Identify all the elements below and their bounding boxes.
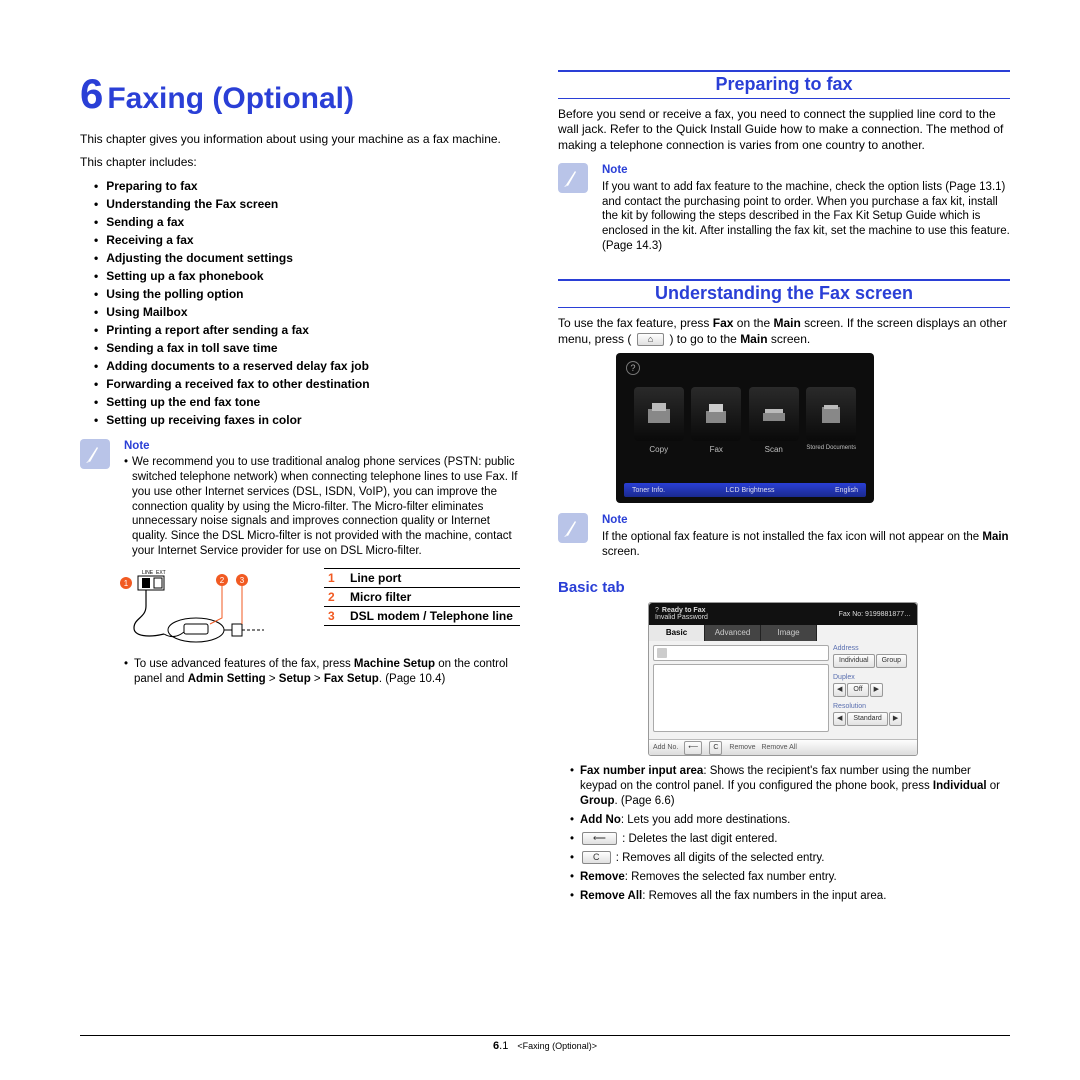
list-item: Fax number input area: Shows the recipie… [570,764,1010,809]
chapter-name: Faxing (Optional) [107,82,354,115]
stored-docs-icon [806,387,856,441]
add-no-button: Add No. [653,744,678,751]
home-icon: ⌂ [637,333,664,346]
backspace-icon: ⟵ [582,832,617,845]
toner-info: Toner Info. [632,487,665,494]
chapter-title: 6Faxing (Optional) [80,70,520,118]
includes-label: This chapter includes: [80,155,520,170]
tab-basic: Basic [649,625,705,641]
legend-idx: 3 [324,607,346,626]
note-icon [558,163,588,193]
toc-item[interactable]: Setting up the end fax tone [80,393,520,411]
chapter-number: 6 [80,70,103,117]
note-label: Note [602,513,1010,528]
group-button: Group [876,654,907,668]
note-body: If the optional fax feature is not insta… [602,530,1010,559]
note-body: If you want to add fax feature to the ma… [602,180,1010,254]
footer-chapter: <Faxing (Optional)> [517,1041,597,1051]
back-button: ⟵ [684,741,702,755]
lcd-brightness: LCD Brightness [726,487,775,494]
list-item: Add No: Lets you add more destinations. [570,813,1010,828]
note-label: Note [124,439,520,454]
svg-text:LINE: LINE [142,570,154,576]
svg-text:EXT: EXT [156,570,166,576]
remove-button: Remove [729,744,755,751]
intro-paragraph: This chapter gives you information about… [80,132,520,147]
note-label: Note [602,163,1010,178]
clear-icon: C [582,851,611,864]
basic-tab-screenshot: ?Ready to FaxInvalid Password Fax No: 91… [648,602,1010,756]
list-item: ⟵ : Deletes the last digit entered. [570,832,1010,847]
advanced-hint: To use advanced features of the fax, pre… [124,657,520,687]
note-block: Note • We recommend you to use tradition… [80,439,520,559]
fax-number-input [653,645,829,661]
chapter-toc: Preparing to fax Understanding the Fax s… [80,177,520,429]
list-item: Remove: Removes the selected fax number … [570,870,1010,885]
basic-tab-bullets: Fax number input area: Shows the recipie… [570,764,1010,904]
help-icon: ? [626,361,640,375]
list-item: Remove All: Removes all the fax numbers … [570,889,1010,904]
page-minor: .1 [499,1040,508,1052]
scan-icon [749,387,799,441]
toc-item[interactable]: Adjusting the document settings [80,249,520,267]
individual-button: Individual [833,654,875,668]
section-heading-understanding: Understanding the Fax screen [558,279,1010,308]
preparing-body: Before you send or receive a fax, you ne… [558,107,1010,153]
legend-label: DSL modem / Telephone line [346,607,520,626]
section-heading-preparing: Preparing to fax [558,70,1010,99]
legend-label: Line port [346,569,520,588]
subheading-basic-tab: Basic tab [558,579,1010,596]
fax-number-list [653,664,829,732]
clear-button: C [709,741,722,755]
toc-item[interactable]: Using Mailbox [80,303,520,321]
list-item: C : Removes all digits of the selected e… [570,851,1010,866]
note-block: Note If the optional fax feature is not … [558,513,1010,565]
understanding-body: To use the fax feature, press Fax on the… [558,316,1010,347]
svg-text:2: 2 [220,576,225,585]
toc-item[interactable]: Sending a fax in toll save time [80,339,520,357]
legend-idx: 2 [324,588,346,607]
toc-item[interactable]: Understanding the Fax screen [80,195,520,213]
microfilter-diagram: LINE EXT 1 2 [114,568,304,651]
toc-item[interactable]: Printing a report after sending a fax [80,321,520,339]
svg-text:1: 1 [124,579,129,588]
toc-item[interactable]: Setting up a fax phonebook [80,267,520,285]
main-screen-screenshot: ? Copy Fax Scan Stored Documents Toner I… [616,353,1010,503]
note-body: We recommend you to use traditional anal… [132,456,518,556]
legend-idx: 1 [324,569,346,588]
diagram-legend: 1Line port 2Micro filter 3DSL modem / Te… [324,568,520,626]
fax-icon [691,387,741,441]
tab-advanced: Advanced [705,625,761,641]
note-icon [80,439,110,469]
toc-item[interactable]: Preparing to fax [80,177,520,195]
toc-item[interactable]: Receiving a fax [80,231,520,249]
tab-image: Image [761,625,817,641]
copy-icon [634,387,684,441]
toc-item[interactable]: Forwarding a received fax to other desti… [80,375,520,393]
toc-item[interactable]: Using the polling option [80,285,520,303]
toc-item[interactable]: Sending a fax [80,213,520,231]
svg-text:3: 3 [240,576,245,585]
toc-item[interactable]: Adding documents to a reserved delay fax… [80,357,520,375]
legend-label: Micro filter [346,588,520,607]
page-footer: 6.1 <Faxing (Optional)> [80,1035,1010,1052]
language: English [835,487,858,494]
note-icon [558,513,588,543]
note-block: Note If you want to add fax feature to t… [558,163,1010,259]
remove-all-button: Remove All [761,744,796,751]
toc-item[interactable]: Setting up receiving faxes in color [80,411,520,429]
